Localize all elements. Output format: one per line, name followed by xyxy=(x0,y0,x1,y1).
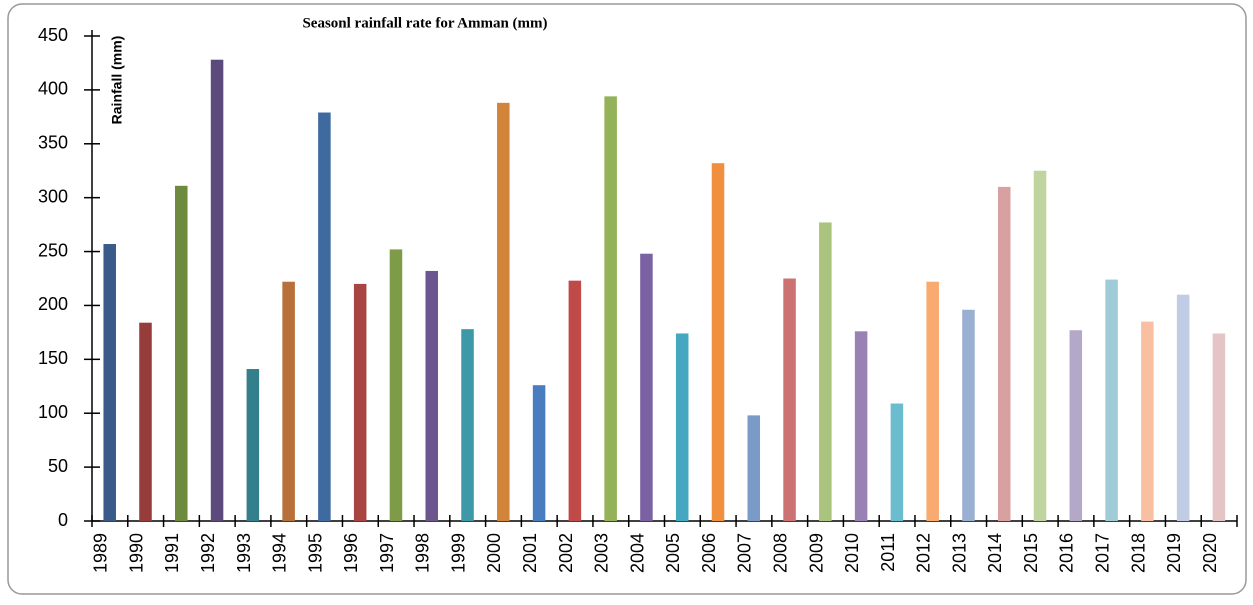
bar xyxy=(389,249,403,521)
bar xyxy=(1141,321,1154,521)
x-tick-label: 1996 xyxy=(341,533,361,573)
y-tick-label: 350 xyxy=(38,133,68,153)
bar xyxy=(604,96,617,521)
bar xyxy=(1212,333,1226,521)
x-tick-label: 2002 xyxy=(556,533,576,573)
bar xyxy=(1033,170,1047,521)
y-tick-label: 0 xyxy=(58,510,68,530)
bar xyxy=(962,309,975,521)
x-tick-label: 2020 xyxy=(1200,533,1220,573)
x-tick-label: 1990 xyxy=(126,533,146,573)
x-tick-label: 1992 xyxy=(198,533,218,573)
bar xyxy=(425,270,439,521)
x-tick-label: 1993 xyxy=(234,533,254,573)
bar xyxy=(640,253,653,521)
bar xyxy=(1105,279,1118,521)
x-tick-label: 2003 xyxy=(592,533,612,573)
x-tick-label: 2013 xyxy=(949,533,969,573)
y-tick-label: 300 xyxy=(38,186,68,206)
x-tick-label: 1995 xyxy=(305,533,325,573)
bar xyxy=(246,369,260,521)
x-tick-label: 2011 xyxy=(878,533,898,572)
bar xyxy=(532,385,546,521)
x-tick-label: 2017 xyxy=(1093,533,1113,573)
bar xyxy=(675,333,689,521)
bar xyxy=(783,278,796,521)
bar xyxy=(210,59,224,521)
bar xyxy=(997,186,1011,521)
x-tick-label: 2015 xyxy=(1021,533,1041,573)
bar xyxy=(318,112,331,522)
y-tick-label: 250 xyxy=(38,240,68,260)
y-tick-label: 400 xyxy=(38,79,68,99)
bar xyxy=(747,415,761,521)
x-tick-label: 2007 xyxy=(735,533,755,573)
bar xyxy=(282,281,295,521)
x-tick-label: 2018 xyxy=(1128,533,1148,573)
x-tick-label: 1997 xyxy=(377,533,397,573)
y-tick-label: 200 xyxy=(38,294,68,314)
bar xyxy=(497,102,510,522)
x-tick-label: 2001 xyxy=(520,533,540,573)
x-tick-label: 2012 xyxy=(914,533,934,573)
x-tick-label: 2016 xyxy=(1057,533,1077,573)
bar xyxy=(175,185,188,522)
bar xyxy=(1069,330,1083,521)
bar xyxy=(711,163,725,521)
bar xyxy=(353,283,367,521)
bar xyxy=(854,331,868,521)
y-tick-label: 150 xyxy=(38,348,68,368)
x-tick-label: 2004 xyxy=(627,533,647,573)
x-tick-label: 1989 xyxy=(91,533,111,573)
x-tick-label: 2006 xyxy=(699,533,719,573)
bar xyxy=(461,329,474,521)
x-tick-label: 2009 xyxy=(806,533,826,573)
x-tick-label: 2010 xyxy=(842,533,862,573)
bar xyxy=(819,222,832,521)
chart-title: Seasonl rainfall rate for Amman (mm) xyxy=(302,15,547,31)
y-tick-label: 100 xyxy=(38,402,68,422)
y-tick-label: 50 xyxy=(48,456,68,476)
x-tick-label: 1994 xyxy=(270,533,290,573)
x-tick-label: 1991 xyxy=(162,533,182,573)
bar xyxy=(103,244,116,521)
bar xyxy=(568,280,582,521)
chart-border xyxy=(7,3,1247,595)
x-tick-label: 2014 xyxy=(985,533,1005,573)
bar xyxy=(926,281,939,521)
bar xyxy=(890,403,904,521)
x-tick-label: 2005 xyxy=(663,533,683,573)
y-tick-label: 450 xyxy=(38,25,68,45)
x-tick-label: 2000 xyxy=(484,533,504,573)
x-tick-label: 1998 xyxy=(413,533,433,573)
bar xyxy=(1176,294,1190,521)
x-tick-label: 1999 xyxy=(448,533,468,573)
x-tick-label: 2008 xyxy=(770,533,790,573)
bar xyxy=(139,322,152,521)
x-tick-label: 2019 xyxy=(1164,533,1184,573)
y-axis-label: Rainfall (mm) xyxy=(109,36,125,125)
